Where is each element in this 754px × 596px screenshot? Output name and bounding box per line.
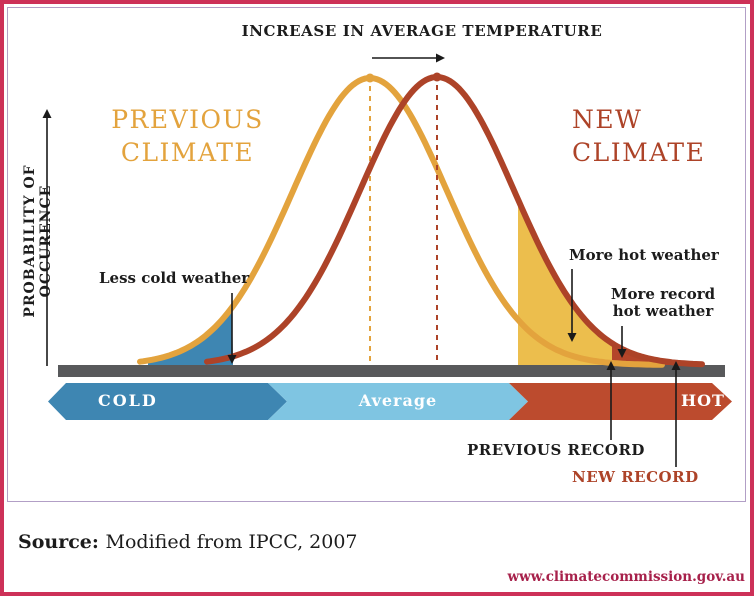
previous-climate-label: PREVIOUS CLIMATE bbox=[111, 105, 264, 167]
source-caption: Source: Modified from IPCC, 2007 bbox=[18, 509, 358, 553]
source-caption-text: Modified from IPCC, 2007 bbox=[105, 531, 358, 553]
less-cold-weather-annotation: Less cold weather bbox=[99, 269, 250, 287]
y-axis-label: PROBABILITY OF OCCURENCE bbox=[22, 164, 54, 318]
new-record-label: NEW RECORD bbox=[572, 468, 699, 486]
axis-segment-average-label: Average bbox=[358, 391, 438, 410]
more-record-hot-weather-annotation: More record hot weather bbox=[610, 285, 716, 320]
axis-segment-cold-label: COLD bbox=[98, 391, 158, 410]
distribution-chart bbox=[42, 53, 732, 467]
chart-title: INCREASE IN AVERAGE TEMPERATURE bbox=[241, 22, 603, 40]
axis-segment-hot-label: HOT bbox=[681, 391, 725, 410]
chart-frame bbox=[7, 7, 746, 502]
website-url: www.climatecommission.gov.au bbox=[507, 569, 745, 585]
source-caption-label: Source: bbox=[18, 531, 99, 553]
more-hot-weather-annotation: More hot weather bbox=[569, 246, 719, 264]
previous-record-label: PREVIOUS RECORD bbox=[467, 441, 645, 459]
new-climate-label: NEW CLIMATE bbox=[572, 105, 706, 167]
